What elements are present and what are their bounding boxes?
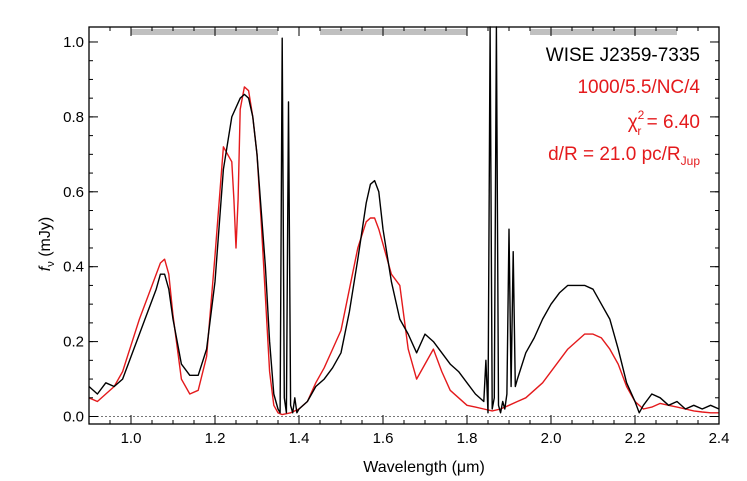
x-tick-label: 2.0 [541, 430, 562, 447]
chi-symbol: χ [628, 112, 638, 133]
axis-ticks: 1.0 1.2 1.4 1.6 1.8 2.0 2.2 2.4 0.0 0.2 0.4 0.6 0.8 1… [63, 27, 729, 447]
chi-subscript: r [637, 124, 641, 138]
x-tick-label: 1.6 [373, 430, 394, 447]
x-tick-label: 1.8 [457, 430, 478, 447]
x-tick-label: 1.2 [205, 430, 226, 447]
y-tick-label: 0.8 [63, 109, 84, 126]
y-tick-label: 0.4 [63, 259, 84, 276]
chi-squared-label: χ2 r = 6.40 [628, 108, 700, 138]
x-axis-title: Wavelength (μm) [363, 459, 485, 476]
distance-radius-text: d/R = 21.0 pc/R [548, 144, 681, 165]
chi-value: = 6.40 [641, 112, 700, 133]
telluric-band-3 [530, 29, 677, 35]
y-axis-title-unit: (mJy) [37, 217, 54, 261]
spectrum-series [88, 26, 720, 416]
y-axis-title-main: f [37, 265, 54, 271]
y-tick-label: 0.2 [63, 334, 84, 351]
telluric-band-1 [131, 29, 278, 35]
distance-radius-subscript: Jup [681, 154, 701, 168]
object-name-label: WISE J2359-7335 [546, 45, 700, 66]
chi-superscript: 2 [638, 108, 645, 122]
y-axis-title: fν (mJy) [37, 217, 57, 271]
x-tick-label: 1.0 [121, 430, 142, 447]
legend-annotations: WISE J2359-7335 1000/5.5/NC/4 χ2 r = 6.40… [546, 45, 701, 168]
model-spectrum-line [88, 86, 719, 416]
distance-radius-label: d/R = 21.0 pc/RJup [548, 144, 700, 168]
y-tick-label: 1.0 [63, 34, 84, 51]
observed-spectrum-line [88, 26, 720, 414]
x-tick-label: 2.2 [625, 430, 646, 447]
model-params-label: 1000/5.5/NC/4 [577, 77, 700, 98]
y-axis-title-sub: ν [45, 261, 57, 267]
x-tick-label: 1.4 [289, 430, 310, 447]
x-tick-label: 2.4 [709, 430, 730, 447]
y-tick-label: 0.0 [63, 409, 84, 426]
telluric-band-markers [131, 29, 677, 35]
y-tick-label: 0.6 [63, 184, 84, 201]
telluric-band-2 [320, 29, 467, 35]
